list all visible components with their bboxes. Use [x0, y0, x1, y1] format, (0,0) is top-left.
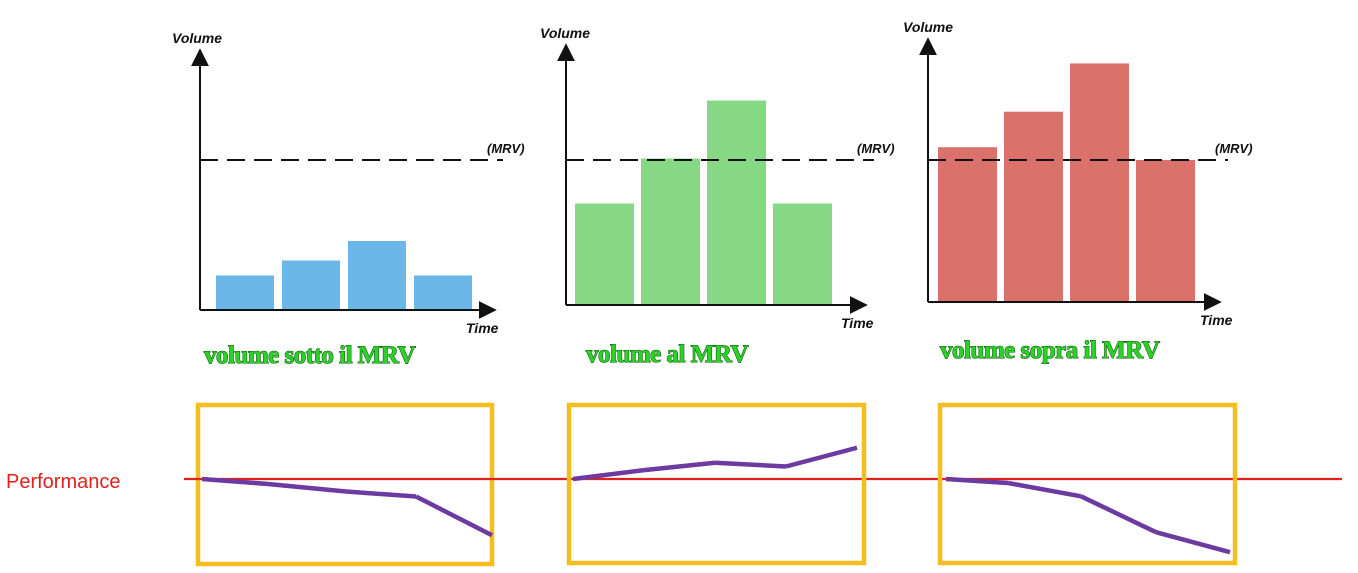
- performance-trend-segment-3-1: [945, 476, 1009, 486]
- performance-frame-1: [195, 402, 495, 567]
- chart-caption: volume sotto il MRV: [204, 342, 416, 369]
- performance-trend-segment-2-3: [714, 460, 787, 469]
- performance-trend-segment-2-2: [642, 460, 716, 473]
- y-axis-label: Volume: [172, 30, 222, 46]
- performance-frame-2: [566, 402, 867, 566]
- bar-4: [773, 203, 832, 305]
- x-axis-label: Time: [466, 320, 499, 336]
- performance-trend-segment-2-4: [785, 445, 858, 469]
- bar-4: [1136, 160, 1195, 302]
- performance-trend-segment-1-3: [345, 489, 417, 499]
- bar-1: [575, 203, 634, 305]
- performance-trend-segment-1-1: [201, 476, 269, 487]
- chart-caption: volume al MRV: [586, 341, 748, 368]
- volume-chart-1: Volume Time (MRV) volume sotto il MRV: [172, 30, 525, 370]
- bar-3: [1070, 63, 1129, 302]
- x-axis-label: Time: [1200, 312, 1233, 328]
- performance-trend-segment-1-2: [267, 481, 347, 494]
- mrv-label: (MRV): [1215, 141, 1253, 156]
- bar-1: [216, 275, 274, 310]
- chart-caption: volume sopra il MRV: [940, 337, 1160, 364]
- performance-trend-segment-3-4: [1155, 530, 1231, 555]
- mrv-label: (MRV): [857, 141, 895, 156]
- bar-3: [707, 100, 766, 305]
- y-axis-label: Volume: [903, 19, 953, 35]
- volume-chart-2: Volume Time (MRV) volume al MRV: [540, 25, 895, 369]
- bar-2: [641, 158, 700, 305]
- performance-label: Performance: [6, 471, 121, 493]
- performance-trend-segment-1-4: [414, 494, 494, 538]
- performance-trend-segment-3-3: [1080, 494, 1157, 535]
- bar-2: [282, 260, 340, 310]
- volume-chart-3: Volume Time (MRV) volume sopra il MRV: [903, 19, 1253, 365]
- bar-2: [1004, 111, 1063, 302]
- performance-trend-segment-3-2: [1007, 480, 1082, 499]
- y-axis-label: Volume: [540, 25, 590, 41]
- bar-4: [414, 275, 472, 310]
- performance-section: Performance: [6, 402, 1342, 567]
- bar-1: [938, 147, 997, 302]
- x-axis-label: Time: [841, 315, 874, 331]
- performance-frame-3: [937, 402, 1238, 566]
- performance-trend-segment-2-1: [572, 468, 644, 482]
- mrv-label: (MRV): [487, 141, 525, 156]
- bar-3: [348, 241, 406, 310]
